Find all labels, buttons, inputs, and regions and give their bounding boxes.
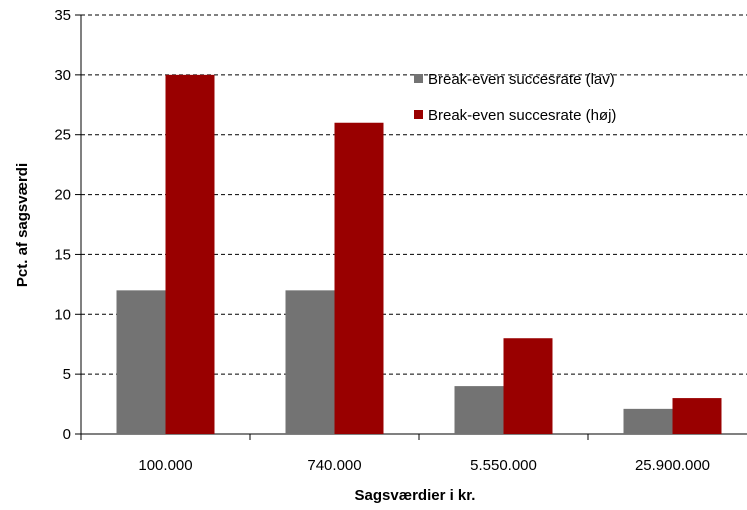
- y-tick-label: 0: [63, 426, 71, 443]
- x-tick-label: 5.550.000: [470, 457, 537, 474]
- legend-swatch-1: [414, 74, 423, 83]
- bar-series-2-4: [672, 398, 722, 434]
- y-ticks: 0 5 10 15 20 25 30 35: [54, 7, 81, 443]
- x-tick-label: 100.000: [138, 457, 192, 474]
- y-tick-label: 20: [54, 187, 71, 204]
- bar-series-2-3: [503, 338, 553, 434]
- bar-series-1-4: [623, 408, 673, 434]
- bars: [116, 74, 722, 434]
- bar-series-2-2: [334, 122, 384, 434]
- legend: Break-even succesrate (lav) Break-even su…: [414, 71, 616, 124]
- x-tick-label: 740.000: [307, 457, 361, 474]
- x-tick-label: 25.900.000: [635, 457, 710, 474]
- legend-label-1: Break-even succesrate (lav): [428, 71, 615, 88]
- bar-series-2-1: [165, 74, 215, 434]
- y-tick-label: 25: [54, 127, 71, 144]
- bar-series-1-1: [116, 290, 166, 434]
- legend-swatch-2: [414, 110, 423, 119]
- bar-series-1-2: [285, 290, 335, 434]
- y-tick-label: 35: [54, 7, 71, 24]
- y-tick-label: 5: [63, 366, 71, 383]
- y-tick-label: 10: [54, 306, 71, 323]
- x-ticks: 100.000 740.000 5.550.000 25.900.000: [80, 434, 710, 474]
- y-tick-label: 30: [54, 67, 71, 84]
- y-axis-title: Pct. af sagsværdi: [14, 163, 31, 287]
- y-tick-label: 15: [54, 246, 71, 263]
- x-axis-title: Sagsværdier i kr.: [355, 487, 476, 504]
- legend-label-2: Break-even succesrate (høj): [428, 107, 616, 124]
- bar-series-1-3: [454, 386, 504, 434]
